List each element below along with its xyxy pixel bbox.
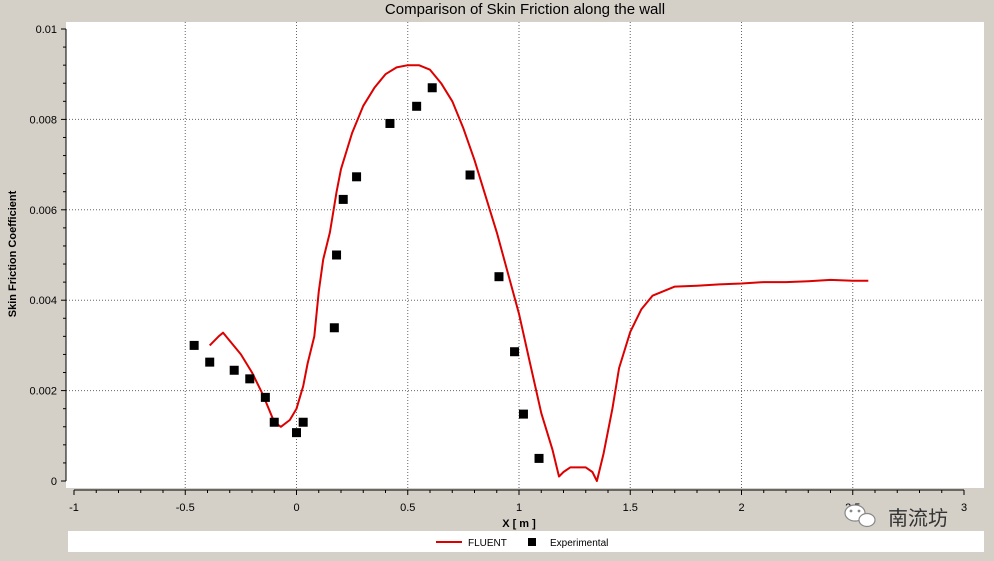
y-tick-label: 0.006 bbox=[29, 205, 57, 217]
y-tick-label: 0.008 bbox=[29, 114, 57, 126]
y-tick-label: 0.002 bbox=[29, 386, 57, 398]
x-tick-label: 0.5 bbox=[400, 502, 415, 514]
data-point-experimental bbox=[534, 453, 544, 463]
data-point-experimental bbox=[269, 417, 279, 427]
grid bbox=[66, 22, 984, 488]
data-point-experimental bbox=[329, 323, 339, 333]
y-axis-label: Skin Friction Coefficient bbox=[7, 190, 19, 317]
series-line-fluent bbox=[208, 64, 869, 482]
y-ticks: 0 0.002 0.004 0.006 0.008 0.01 bbox=[29, 24, 66, 488]
wechat-icon bbox=[844, 504, 876, 528]
watermark: 南流坊 bbox=[844, 504, 948, 530]
data-point-experimental bbox=[412, 101, 422, 111]
data-point-experimental bbox=[510, 347, 520, 357]
legend-experimental-swatch bbox=[528, 538, 536, 546]
data-point-experimental bbox=[518, 409, 528, 419]
data-point-experimental bbox=[338, 194, 348, 204]
x-axis-label: X [ m ] bbox=[502, 518, 536, 530]
series bbox=[189, 64, 869, 482]
data-point-experimental bbox=[352, 172, 362, 182]
x-tick-label: 1.5 bbox=[623, 502, 638, 514]
x-tick-label: 3 bbox=[961, 502, 967, 514]
data-point-experimental bbox=[494, 272, 504, 282]
x-tick-label: 1 bbox=[516, 502, 522, 514]
data-point-experimental bbox=[332, 250, 342, 260]
data-point-experimental bbox=[292, 428, 301, 438]
data-point-experimental bbox=[205, 357, 215, 367]
data-point-experimental bbox=[245, 374, 255, 384]
x-ticks: -1-0.500.511.522.53 bbox=[69, 490, 967, 514]
y-tick-label: 0.01 bbox=[36, 24, 57, 36]
legend-experimental-label: Experimental bbox=[550, 538, 608, 549]
legend-box bbox=[68, 531, 984, 552]
data-point-experimental bbox=[465, 170, 475, 180]
x-tick-label: 0 bbox=[293, 502, 299, 514]
data-point-experimental bbox=[229, 365, 239, 375]
x-tick-label: 2 bbox=[738, 502, 744, 514]
x-tick-label: -0.5 bbox=[176, 502, 195, 514]
y-tick-label: 0.004 bbox=[29, 295, 57, 307]
data-point-experimental bbox=[298, 417, 308, 427]
data-point-experimental bbox=[189, 340, 199, 350]
y-tick-label: 0 bbox=[51, 476, 57, 488]
data-point-experimental bbox=[427, 83, 437, 93]
x-tick-label: -1 bbox=[69, 502, 79, 514]
data-point-experimental bbox=[385, 118, 395, 128]
data-point-experimental bbox=[260, 392, 270, 402]
watermark-text: 南流坊 bbox=[888, 506, 948, 530]
chart-title: Comparison of Skin Friction along the wa… bbox=[385, 1, 665, 18]
legend: FLUENT Experimental bbox=[436, 538, 608, 549]
legend-fluent-label: FLUENT bbox=[468, 538, 507, 549]
